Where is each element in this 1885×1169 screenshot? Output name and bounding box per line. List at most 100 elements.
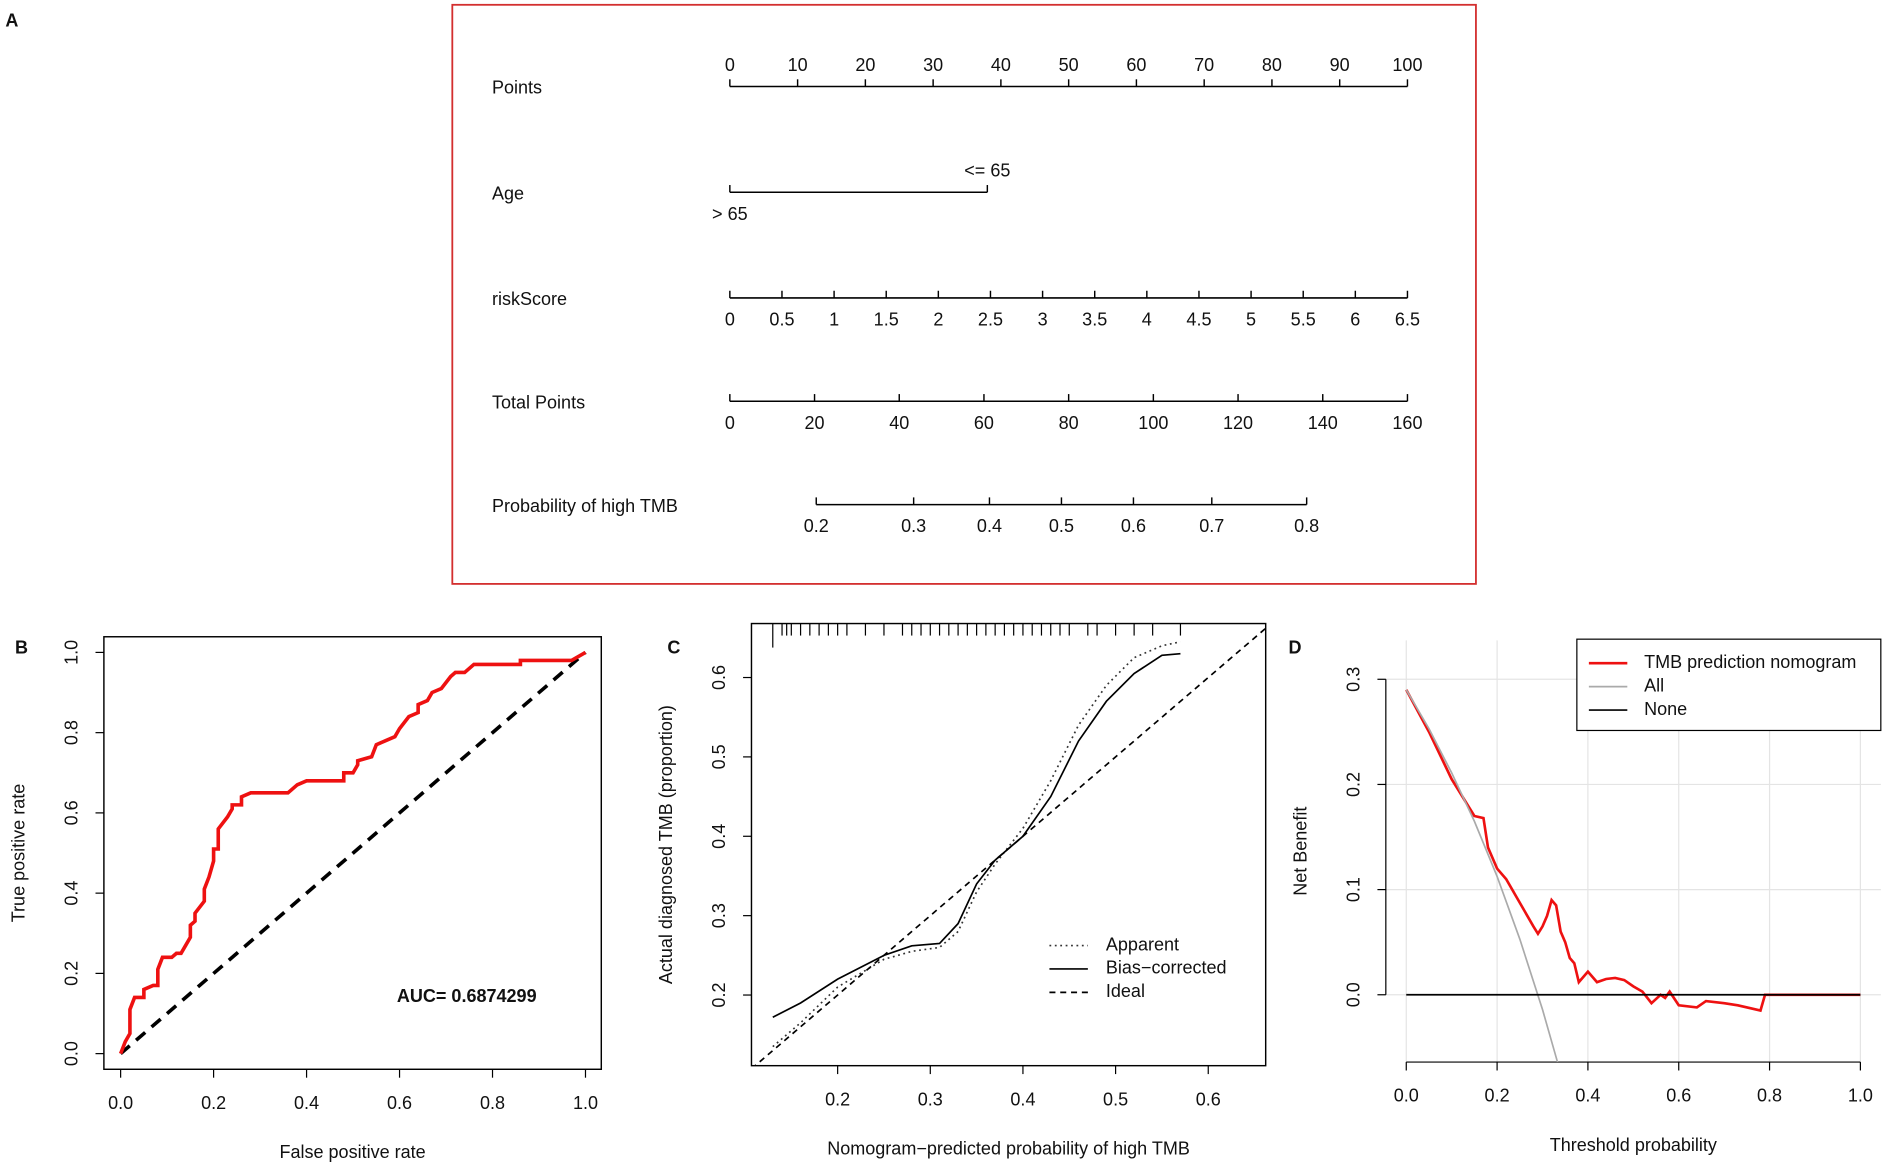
tick-label: 100 [1138,413,1168,433]
legend-label: Ideal [1106,981,1145,1001]
panel-label: A [5,10,18,30]
y-tick-label: 0.4 [61,881,81,906]
legend-label: Apparent [1106,934,1179,954]
x-tick-label: 0.6 [1666,1086,1691,1106]
series-line [1405,689,1559,1063]
x-tick-label: 0.8 [1757,1086,1782,1106]
y-tick-label: 0.2 [1343,772,1363,797]
x-tick-label: 0.0 [108,1093,133,1113]
tick-label: 0 [725,310,735,330]
row-label: Probability of high TMB [492,496,678,516]
y-tick-label: 0.3 [709,903,729,928]
y-tick-label: 0.8 [61,720,81,745]
annotation: AUC= 0.6874299 [397,986,537,1006]
x-tick-label: 1.0 [573,1093,598,1113]
row-label: Total Points [492,392,585,412]
tick-label: 6.5 [1395,310,1420,330]
x-tick-label: 0.3 [918,1089,943,1109]
x-tick-label: 0.2 [201,1093,226,1113]
legend-label: All [1644,675,1664,695]
x-tick-label: 0.2 [825,1089,850,1109]
y-axis-title: Actual diagnosed TMB (proportion) [656,705,676,984]
plot-frame [103,636,603,1071]
row-label: riskScore [492,289,567,309]
x-tick-label: 0.6 [1196,1089,1221,1109]
tick-label: 6 [1350,310,1360,330]
y-tick-label: 0.6 [61,800,81,825]
tick-label: 40 [889,413,909,433]
tick-label: 20 [805,413,825,433]
x-tick-label: 0.6 [387,1093,412,1113]
y-tick-label: 0.6 [709,665,729,690]
tick-label: 3 [1038,310,1048,330]
y-tick-label: 0.5 [709,744,729,769]
x-tick-label: 1.0 [1848,1086,1873,1106]
tick-label: 2 [933,310,943,330]
x-tick-label: 0.5 [1103,1089,1128,1109]
y-tick-label: 0.4 [709,824,729,849]
tick-label: 160 [1392,413,1422,433]
x-tick-label: 0.8 [480,1093,505,1113]
tick-label: 1.5 [874,310,899,330]
tick-label: 20 [855,55,875,75]
y-tick-label: 0.0 [1343,982,1363,1007]
legend-label: None [1644,699,1687,719]
panel-label: B [15,638,28,658]
tick-label: 120 [1223,413,1253,433]
tick-label: 4.5 [1186,310,1211,330]
row-label: Points [492,78,542,98]
x-tick-label: 0.4 [1010,1089,1035,1109]
tick-label: 60 [974,413,994,433]
tick-label: 0.7 [1199,516,1224,536]
y-tick-label: 0.2 [709,983,729,1008]
tick-label: 0 [725,55,735,75]
legend-label: TMB prediction nomogram [1644,652,1856,672]
tick-label: 4 [1142,310,1152,330]
tick-label: 0.5 [1049,516,1074,536]
tick-label: 100 [1392,55,1422,75]
row-label: Age [492,183,524,203]
legend-box [1576,638,1882,732]
tick-label: 0.5 [769,310,794,330]
tick-label: 80 [1262,55,1282,75]
tick-label: 10 [788,55,808,75]
series-line [772,652,1181,1019]
tick-label: 0.6 [1121,516,1146,536]
y-tick-label: 0.2 [61,961,81,986]
y-axis-title: Net Benefit [1290,807,1310,896]
tick-label: 0.8 [1294,516,1319,536]
y-tick-label: 0.1 [1343,877,1363,902]
x-tick-label: 0.2 [1485,1086,1510,1106]
panel-label: C [667,638,680,658]
tick-label: 5.5 [1291,310,1316,330]
tick-label: 2.5 [978,310,1003,330]
panel-frame [451,3,1477,585]
tick-label: 140 [1308,413,1338,433]
tick-label: 70 [1194,55,1214,75]
x-axis-title: Nomogram−predicted probability of high T… [827,1139,1190,1159]
series-line [772,640,1181,1048]
reference-line [119,651,587,1055]
tick-label: 1 [829,310,839,330]
x-tick-label: 0.0 [1394,1086,1419,1106]
tick-label: 60 [1126,55,1146,75]
y-tick-label: 1.0 [61,640,81,665]
tick-label: > 65 [712,204,748,224]
panel-label: D [1289,638,1302,658]
y-axis-title: True positive rate [9,784,29,923]
x-axis-title: False positive rate [279,1142,425,1162]
tick-label: <= 65 [964,161,1010,181]
tick-label: 80 [1059,413,1079,433]
tick-label: 90 [1330,55,1350,75]
y-tick-label: 0.0 [61,1041,81,1066]
legend-label: Bias−corrected [1106,958,1227,978]
series-line [753,627,1266,1066]
plot-frame [750,622,1267,1067]
y-tick-label: 0.3 [1343,667,1363,692]
tick-label: 3.5 [1082,310,1107,330]
tick-label: 0.3 [901,516,926,536]
series-line [1405,689,1861,1013]
tick-label: 40 [991,55,1011,75]
